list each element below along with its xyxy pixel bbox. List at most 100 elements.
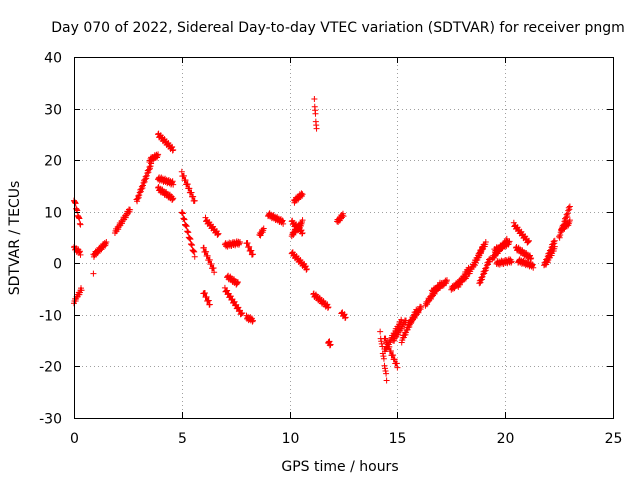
data-point: [484, 261, 491, 268]
data-point: [211, 269, 218, 276]
data-point: [298, 230, 305, 237]
data-point: [481, 270, 488, 277]
data-point: [214, 231, 221, 238]
data-point: [231, 298, 238, 305]
data-point: [134, 198, 141, 205]
y-tick-label: 0: [53, 257, 62, 273]
data-point: [299, 191, 306, 198]
data-point: [391, 356, 398, 363]
data-point: [378, 338, 385, 345]
data-point: [186, 185, 193, 192]
data-point: [566, 206, 573, 213]
data-point: [530, 264, 537, 271]
y-tick-label: 40: [44, 51, 62, 67]
data-point: [377, 328, 384, 335]
data-point: [227, 293, 234, 300]
data-point: [383, 370, 390, 377]
data-point: [239, 310, 246, 317]
y-tick-label: -20: [39, 360, 62, 376]
data-point: [249, 318, 256, 325]
data-point: [340, 213, 347, 220]
data-point: [479, 273, 486, 280]
data-point: [139, 182, 146, 189]
data-point: [200, 244, 207, 251]
data-point: [556, 234, 563, 241]
data-point: [208, 260, 215, 267]
data-point: [182, 177, 189, 184]
data-point: [477, 279, 484, 286]
data-points: [71, 95, 573, 384]
data-point: [481, 268, 488, 275]
data-point: [313, 125, 320, 132]
data-point: [244, 239, 251, 246]
y-tick-label: 10: [44, 206, 62, 222]
data-point: [190, 193, 197, 200]
data-point: [508, 259, 515, 266]
data-point: [342, 314, 349, 321]
data-point: [249, 251, 256, 258]
data-point: [564, 210, 571, 217]
data-point: [138, 185, 145, 192]
x-tick-label: 20: [497, 431, 515, 447]
data-point: [566, 217, 573, 224]
data-point: [480, 241, 487, 248]
data-point: [482, 267, 489, 274]
data-point: [312, 110, 319, 117]
data-point: [380, 355, 387, 362]
data-point: [186, 234, 193, 241]
data-point: [136, 189, 143, 196]
data-point: [180, 215, 187, 222]
data-point: [224, 287, 231, 294]
data-point: [551, 237, 558, 244]
data-point: [77, 251, 84, 258]
data-point: [169, 178, 176, 185]
data-point: [524, 238, 531, 245]
data-point: [551, 240, 558, 247]
data-point: [234, 279, 241, 286]
data-point: [342, 315, 349, 322]
data-point: [529, 261, 536, 268]
data-point: [142, 176, 149, 183]
data-point: [144, 170, 151, 177]
data-point: [566, 203, 573, 210]
data-point: [382, 335, 389, 342]
data-point: [525, 238, 532, 245]
x-tick-label: 25: [605, 431, 623, 447]
data-point: [183, 223, 190, 230]
data-point: [169, 143, 176, 150]
data-point: [141, 178, 148, 185]
y-axis-title: SDTVAR / TECUs: [7, 181, 23, 296]
data-point: [303, 266, 310, 273]
data-point: [145, 166, 152, 173]
data-point: [189, 242, 196, 249]
data-point: [75, 214, 82, 221]
data-point: [188, 241, 195, 248]
data-point: [325, 340, 332, 347]
data-point: [479, 276, 486, 283]
data-point: [557, 232, 564, 239]
data-point: [203, 293, 210, 300]
data-point: [182, 222, 189, 229]
data-point: [324, 301, 331, 308]
data-point: [214, 231, 221, 238]
y-tick-labels: -30 -20 -10 0 10 20 30 40: [39, 51, 62, 428]
data-point: [311, 95, 318, 102]
data-point: [203, 248, 210, 255]
data-point: [77, 221, 84, 228]
data-point: [299, 217, 306, 224]
data-point: [235, 241, 242, 248]
data-point: [298, 190, 305, 197]
data-point: [483, 262, 490, 269]
data-point: [480, 271, 487, 278]
data-point: [179, 209, 186, 216]
data-point: [183, 222, 190, 229]
data-point: [90, 270, 97, 277]
data-point: [443, 277, 450, 284]
data-point: [563, 214, 570, 221]
data-point: [180, 216, 187, 223]
data-point: [390, 352, 397, 359]
data-point: [180, 172, 187, 179]
data-point: [236, 240, 243, 247]
data-point: [184, 228, 191, 235]
